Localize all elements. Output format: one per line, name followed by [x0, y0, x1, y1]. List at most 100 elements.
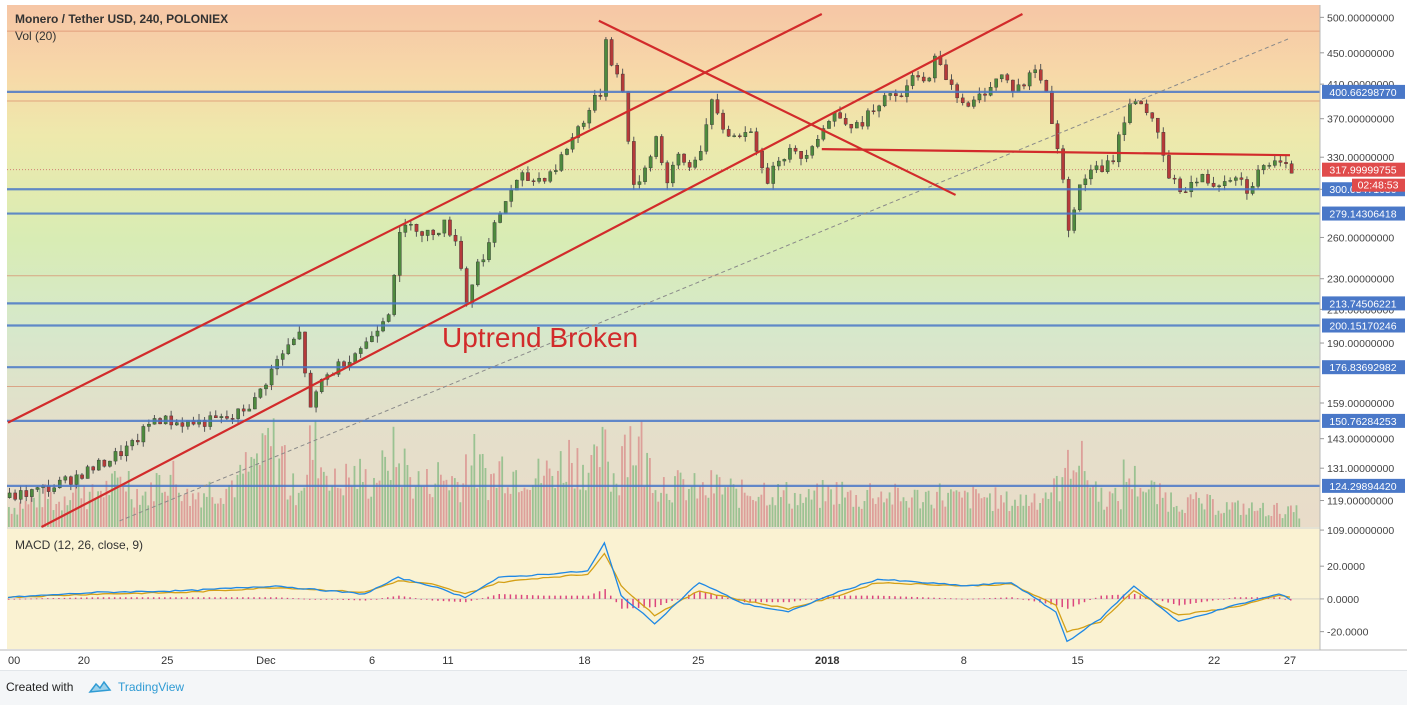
macd-tick-label: -20.0000: [1327, 627, 1369, 639]
macd-histogram-bar: [899, 596, 902, 599]
volume-bar: [938, 483, 941, 527]
macd-histogram-bar: [877, 595, 880, 599]
macd-histogram-bar: [219, 597, 222, 599]
volume-bar: [927, 490, 930, 527]
macd-histogram-bar: [922, 597, 924, 599]
candle-body: [124, 445, 129, 457]
candle-body: [1172, 177, 1177, 180]
volume-bar: [972, 486, 975, 527]
candle-body: [425, 229, 430, 236]
macd-histogram-bar: [1000, 597, 1002, 599]
volume-bar: [1184, 512, 1186, 527]
candle-body: [286, 344, 291, 354]
volume-bar: [949, 489, 952, 527]
volume-bar: [947, 492, 950, 527]
volume-bar: [1014, 499, 1016, 527]
volume-bar: [320, 467, 322, 527]
volume-bar: [186, 488, 189, 527]
macd-pane[interactable]: [7, 527, 1320, 649]
volume-bar: [375, 482, 378, 527]
tradingview-link[interactable]: TradingView: [118, 680, 185, 694]
macd-histogram-bar: [1050, 598, 1052, 605]
macd-histogram-bar: [269, 597, 272, 599]
candle-body: [303, 331, 307, 374]
volume-bar: [805, 497, 807, 527]
macd-histogram-bar: [593, 593, 595, 599]
candle-body: [838, 112, 842, 119]
volume-bar: [1284, 514, 1287, 527]
volume-bar: [55, 503, 58, 527]
upper-channel-line: [7, 13, 823, 424]
macd-histogram-bar: [916, 597, 919, 599]
volume-bar: [1287, 506, 1290, 527]
volume-bar: [637, 436, 640, 527]
volume-bar: [1161, 497, 1164, 527]
time-tick-label: 25: [692, 655, 704, 667]
lower-channel-line: [40, 13, 1023, 528]
volume-bar: [779, 497, 782, 527]
macd-histogram-bar: [860, 595, 863, 599]
volume-bar: [236, 474, 239, 527]
candle-body: [292, 338, 296, 345]
macd-histogram-bar: [810, 598, 813, 600]
macd-histogram-bar: [944, 598, 946, 599]
candle-body: [264, 384, 268, 390]
volume-bar: [261, 433, 264, 527]
volume-bar: [699, 486, 701, 527]
candle-body: [565, 148, 569, 155]
volume-bar: [197, 492, 200, 527]
volume-bar: [459, 502, 462, 527]
macd-histogram-bar: [63, 597, 66, 599]
symbol-title: Monero / Tether USD, 240, POLONIEX: [15, 12, 228, 26]
volume-bar: [1005, 491, 1008, 527]
candle-body: [1055, 123, 1060, 149]
volume-bar: [880, 491, 883, 527]
macd-histogram-bar: [208, 597, 211, 599]
volume-bar: [515, 470, 518, 527]
volume-bar: [518, 492, 520, 527]
volume-bar: [623, 434, 626, 527]
price-tick-label: 143.00000000: [1327, 434, 1394, 446]
macd-histogram-bar: [203, 597, 205, 599]
trading-chart[interactable]: 500.00000000450.00000000410.00000000370.…: [0, 0, 1407, 670]
candle-body: [1167, 155, 1171, 179]
macd-tick-label: 20.0000: [1327, 561, 1365, 573]
volume-bar: [830, 489, 832, 527]
macd-histogram-bar: [24, 598, 27, 600]
volume-bar: [250, 457, 253, 527]
macd-histogram-bar: [158, 597, 160, 599]
volume-bar: [1080, 440, 1083, 527]
macd-histogram-bar: [693, 592, 696, 599]
price-tick-label: 260.00000000: [1327, 232, 1394, 244]
time-axis[interactable]: [0, 649, 1407, 670]
volume-bar: [1033, 493, 1036, 527]
volume-bar: [306, 474, 309, 527]
candle-body: [1077, 184, 1082, 211]
candle-body: [35, 487, 40, 490]
volume-bar: [1225, 502, 1228, 527]
volume-bar: [1239, 514, 1242, 527]
volume-bar: [509, 493, 512, 527]
candle-body: [1122, 122, 1127, 135]
volume-bar: [462, 483, 465, 527]
macd-histogram-bar: [442, 598, 445, 602]
macd-histogram-bar: [587, 595, 590, 599]
volume-bar: [426, 469, 428, 527]
volume-bar: [345, 463, 348, 527]
candle-body: [882, 95, 887, 107]
macd-histogram-bar: [1150, 598, 1153, 600]
tradingview-logo-icon[interactable]: [88, 678, 112, 701]
price-pane[interactable]: [7, 5, 1320, 527]
volume-bar: [1245, 514, 1248, 527]
volume-bar: [1083, 471, 1086, 527]
candle-body: [994, 78, 998, 88]
volume-bar: [208, 481, 211, 527]
volume-bar: [414, 486, 417, 527]
macd-histogram-bar: [537, 595, 540, 599]
volume-bar: [470, 465, 473, 527]
candle-body: [827, 121, 831, 129]
volume-bar: [819, 507, 821, 527]
volume-bar: [991, 511, 994, 527]
time-tick-label: 18: [578, 655, 590, 667]
time-tick-label: 27: [1284, 655, 1296, 667]
